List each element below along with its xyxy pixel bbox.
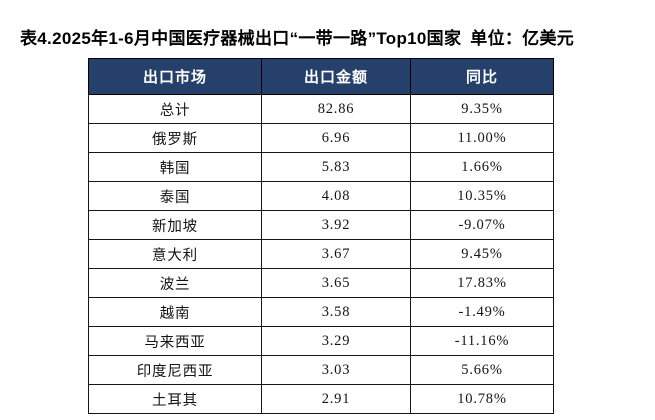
cell-yoy: 10.35%: [410, 181, 554, 211]
table-row: 韩国 5.83 1.66%: [88, 152, 554, 182]
table-header-row: 出口市场 出口金额 同比: [88, 58, 554, 95]
table-row: 土耳其 2.91 10.78%: [88, 384, 554, 414]
header-cell-yoy: 同比: [410, 58, 554, 95]
table-title-line: 表4.2025年1-6月中国医疗器械出口“一带一路”Top10国家 单位：亿美元: [20, 24, 650, 49]
cell-yoy: -9.07%: [410, 210, 554, 240]
cell-market: 韩国: [88, 152, 262, 182]
unit-label: 单位：亿美元: [470, 29, 575, 48]
cell-market: 总计: [88, 94, 262, 124]
table-row: 印度尼西亚 3.03 5.66%: [88, 355, 554, 385]
cell-yoy: 1.66%: [410, 152, 554, 182]
cell-amount: 3.67: [261, 239, 411, 269]
cell-market: 印度尼西亚: [88, 355, 262, 385]
header-cell-amount: 出口金额: [261, 58, 411, 95]
cell-market: 泰国: [88, 181, 262, 211]
cell-yoy: -1.49%: [410, 297, 554, 327]
table-row: 马来西亚 3.29 -11.16%: [88, 326, 554, 356]
cell-amount: 3.65: [261, 268, 411, 298]
cell-market: 越南: [88, 297, 262, 327]
cell-market: 土耳其: [88, 384, 262, 414]
cell-market: 波兰: [88, 268, 262, 298]
cell-market: 马来西亚: [88, 326, 262, 356]
cell-amount: 3.29: [261, 326, 411, 356]
table-row: 越南 3.58 -1.49%: [88, 297, 554, 327]
cell-yoy: 9.45%: [410, 239, 554, 269]
cell-amount: 2.91: [261, 384, 411, 414]
table-title: 表4.2025年1-6月中国医疗器械出口“一带一路”Top10国家: [20, 29, 462, 48]
cell-amount: 3.58: [261, 297, 411, 327]
cell-market: 新加坡: [88, 210, 262, 240]
cell-yoy: 5.66%: [410, 355, 554, 385]
cell-yoy: 10.78%: [410, 384, 554, 414]
cell-yoy: 9.35%: [410, 94, 554, 124]
cell-amount: 6.96: [261, 123, 411, 153]
cell-amount: 4.08: [261, 181, 411, 211]
table-row: 俄罗斯 6.96 11.00%: [88, 123, 554, 153]
cell-market: 俄罗斯: [88, 123, 262, 153]
table-row: 新加坡 3.92 -9.07%: [88, 210, 554, 240]
cell-yoy: 11.00%: [410, 123, 554, 153]
cell-market: 意大利: [88, 239, 262, 269]
cell-amount: 3.92: [261, 210, 411, 240]
cell-amount: 3.03: [261, 355, 411, 385]
table-row: 泰国 4.08 10.35%: [88, 181, 554, 211]
cell-yoy: 17.83%: [410, 268, 554, 298]
table-row: 波兰 3.65 17.83%: [88, 268, 554, 298]
cell-amount: 82.86: [261, 94, 411, 124]
header-cell-market: 出口市场: [88, 58, 262, 95]
table-row: 意大利 3.67 9.45%: [88, 239, 554, 269]
cell-amount: 5.83: [261, 152, 411, 182]
export-top10-table: 出口市场 出口金额 同比 总计 82.86 9.35% 俄罗斯 6.96 11.…: [88, 58, 554, 414]
cell-yoy: -11.16%: [410, 326, 554, 356]
table-row: 总计 82.86 9.35%: [88, 94, 554, 124]
